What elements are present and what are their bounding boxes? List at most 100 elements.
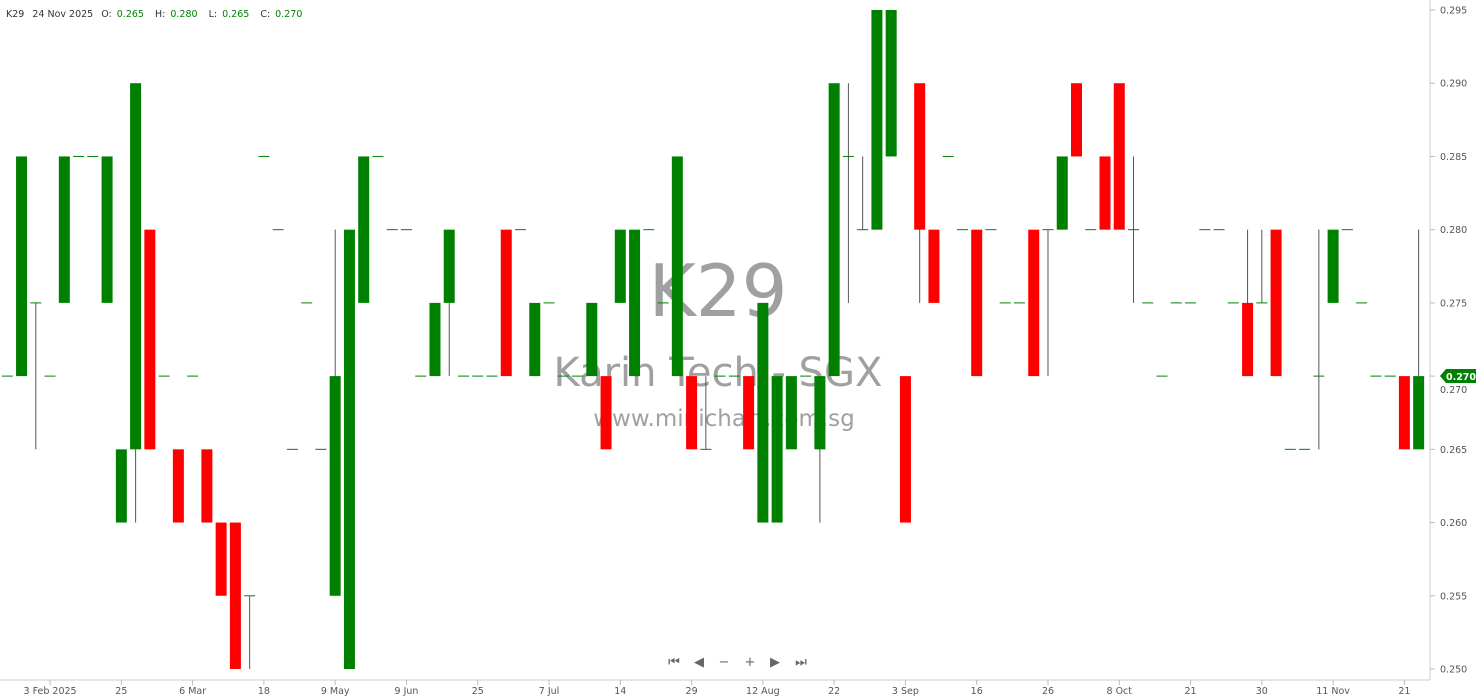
candle[interactable] <box>828 83 840 377</box>
candle-body <box>828 83 840 377</box>
open-label: O: <box>101 9 112 20</box>
candle[interactable] <box>215 522 227 596</box>
candle-body <box>1028 229 1040 377</box>
candle[interactable] <box>1028 229 1040 377</box>
candle[interactable] <box>130 83 142 523</box>
y-tick-label: 0.270 <box>1440 385 1467 396</box>
candle[interactable] <box>1413 229 1425 450</box>
y-tick-label: 0.290 <box>1440 79 1467 90</box>
candle[interactable] <box>329 229 341 596</box>
y-tick-label: 0.295 <box>1440 6 1467 17</box>
candle[interactable] <box>500 229 512 377</box>
candle[interactable] <box>686 376 698 450</box>
candle[interactable] <box>172 449 184 523</box>
x-tick-label: 30 <box>1256 686 1268 697</box>
candle-body <box>785 376 797 450</box>
candle[interactable] <box>899 376 911 523</box>
x-tick-label: 22 <box>828 686 840 697</box>
candle[interactable] <box>1099 156 1111 230</box>
candle[interactable] <box>201 449 213 523</box>
candle[interactable] <box>1242 229 1254 377</box>
x-tick-label: 3 Feb 2025 <box>24 686 77 697</box>
candle[interactable] <box>343 229 355 669</box>
candle-body <box>771 376 783 523</box>
candle[interactable] <box>429 302 441 377</box>
candle[interactable] <box>1056 156 1068 230</box>
candle-body <box>16 156 28 377</box>
x-tick-label: 14 <box>614 686 626 697</box>
zoom-in-button[interactable]: + <box>744 655 756 670</box>
candle-body <box>529 302 541 377</box>
candle[interactable] <box>914 83 926 303</box>
candle[interactable] <box>700 376 712 450</box>
candle[interactable] <box>229 522 241 669</box>
candle[interactable] <box>971 229 983 377</box>
previous-button[interactable]: ◀ <box>694 655 704 670</box>
candle[interactable] <box>358 156 370 303</box>
candle-body <box>914 83 926 230</box>
next-button[interactable]: ▶ <box>770 655 780 670</box>
low-value: 0.265 <box>222 9 250 20</box>
candle[interactable] <box>1256 229 1268 304</box>
x-tick-label: 9 May <box>321 686 350 697</box>
candle[interactable] <box>58 156 70 303</box>
candle[interactable] <box>629 229 641 377</box>
candle[interactable] <box>771 376 783 523</box>
candle[interactable] <box>814 376 826 523</box>
candle[interactable] <box>1128 156 1140 303</box>
candle-body <box>1113 83 1125 230</box>
candle-body <box>144 229 156 450</box>
candle-body <box>101 156 113 303</box>
candle[interactable] <box>743 376 755 450</box>
symbol: K29 <box>6 9 25 20</box>
x-tick-label: 21 <box>1185 686 1197 697</box>
x-tick-label: 25 <box>472 686 484 697</box>
candle[interactable] <box>16 156 28 377</box>
candle[interactable] <box>785 376 797 450</box>
candle[interactable] <box>857 156 869 231</box>
candle[interactable] <box>1398 376 1410 450</box>
candle[interactable] <box>115 449 127 523</box>
last-page-button[interactable]: ⏭ <box>795 655 807 670</box>
candle[interactable] <box>529 302 541 377</box>
candle[interactable] <box>600 376 612 450</box>
candle[interactable] <box>1313 229 1325 450</box>
candle[interactable] <box>671 156 683 377</box>
x-tick-label: 8 Oct <box>1107 686 1133 697</box>
candle[interactable] <box>443 229 455 377</box>
candle-body <box>1398 376 1410 450</box>
candle-body <box>1242 302 1254 377</box>
candle[interactable] <box>101 156 113 303</box>
candle-body <box>1099 156 1111 230</box>
zoom-out-button[interactable]: − <box>718 655 730 670</box>
candle-body <box>899 376 911 523</box>
candle[interactable] <box>244 595 256 669</box>
candle[interactable] <box>1270 229 1282 377</box>
y-tick-label: 0.250 <box>1440 665 1467 676</box>
candle[interactable] <box>1327 229 1339 303</box>
candle-body <box>1327 229 1339 303</box>
candle[interactable] <box>757 302 769 523</box>
date: 24 Nov 2025 <box>32 9 94 20</box>
candle[interactable] <box>885 10 897 157</box>
candle[interactable] <box>30 302 42 450</box>
candle[interactable] <box>586 302 598 377</box>
candle-body <box>1071 83 1082 157</box>
candle[interactable] <box>1042 229 1054 377</box>
candle[interactable] <box>1113 83 1125 230</box>
candle[interactable] <box>1071 83 1082 157</box>
candle-body <box>1413 376 1425 450</box>
watermark-site: www.minichart.com.sg <box>593 406 855 432</box>
candle-body <box>614 229 626 303</box>
first-page-button[interactable]: ⏮ <box>668 655 680 670</box>
x-tick-label: 6 Mar <box>179 686 206 697</box>
candle[interactable] <box>614 229 626 303</box>
candle-body <box>172 449 184 523</box>
candle-body <box>928 229 940 303</box>
candle[interactable] <box>842 83 854 303</box>
x-tick-label: 21 <box>1398 686 1410 697</box>
candle[interactable] <box>928 229 940 303</box>
candle[interactable] <box>144 229 156 450</box>
candle[interactable] <box>871 10 883 230</box>
